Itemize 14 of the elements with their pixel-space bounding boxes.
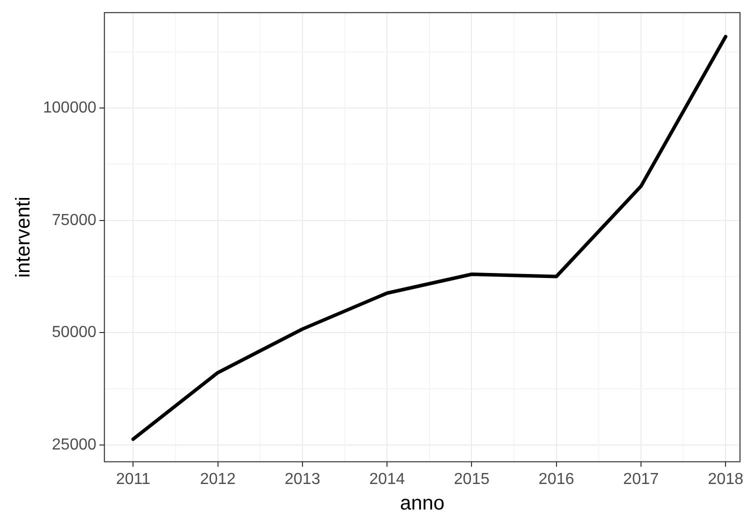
x-tick-label: 2011 <box>116 470 150 488</box>
y-tick-label: 25000 <box>52 436 96 454</box>
y-tick-label: 75000 <box>52 212 96 229</box>
y-tick-label: 50000 <box>52 324 96 342</box>
x-tick-label: 2016 <box>538 470 574 488</box>
x-tick-label: 2013 <box>284 470 320 488</box>
x-tick-label: 2012 <box>200 470 236 488</box>
y-axis-title: interventi <box>12 196 35 278</box>
x-tick-label: 2017 <box>623 470 659 488</box>
y-tick-label: 100000 <box>43 99 96 116</box>
x-tick-label: 2014 <box>369 470 405 488</box>
x-tick-label: 2018 <box>708 470 744 488</box>
x-tick-label: 2015 <box>454 470 490 488</box>
x-axis-title: anno <box>400 492 444 515</box>
